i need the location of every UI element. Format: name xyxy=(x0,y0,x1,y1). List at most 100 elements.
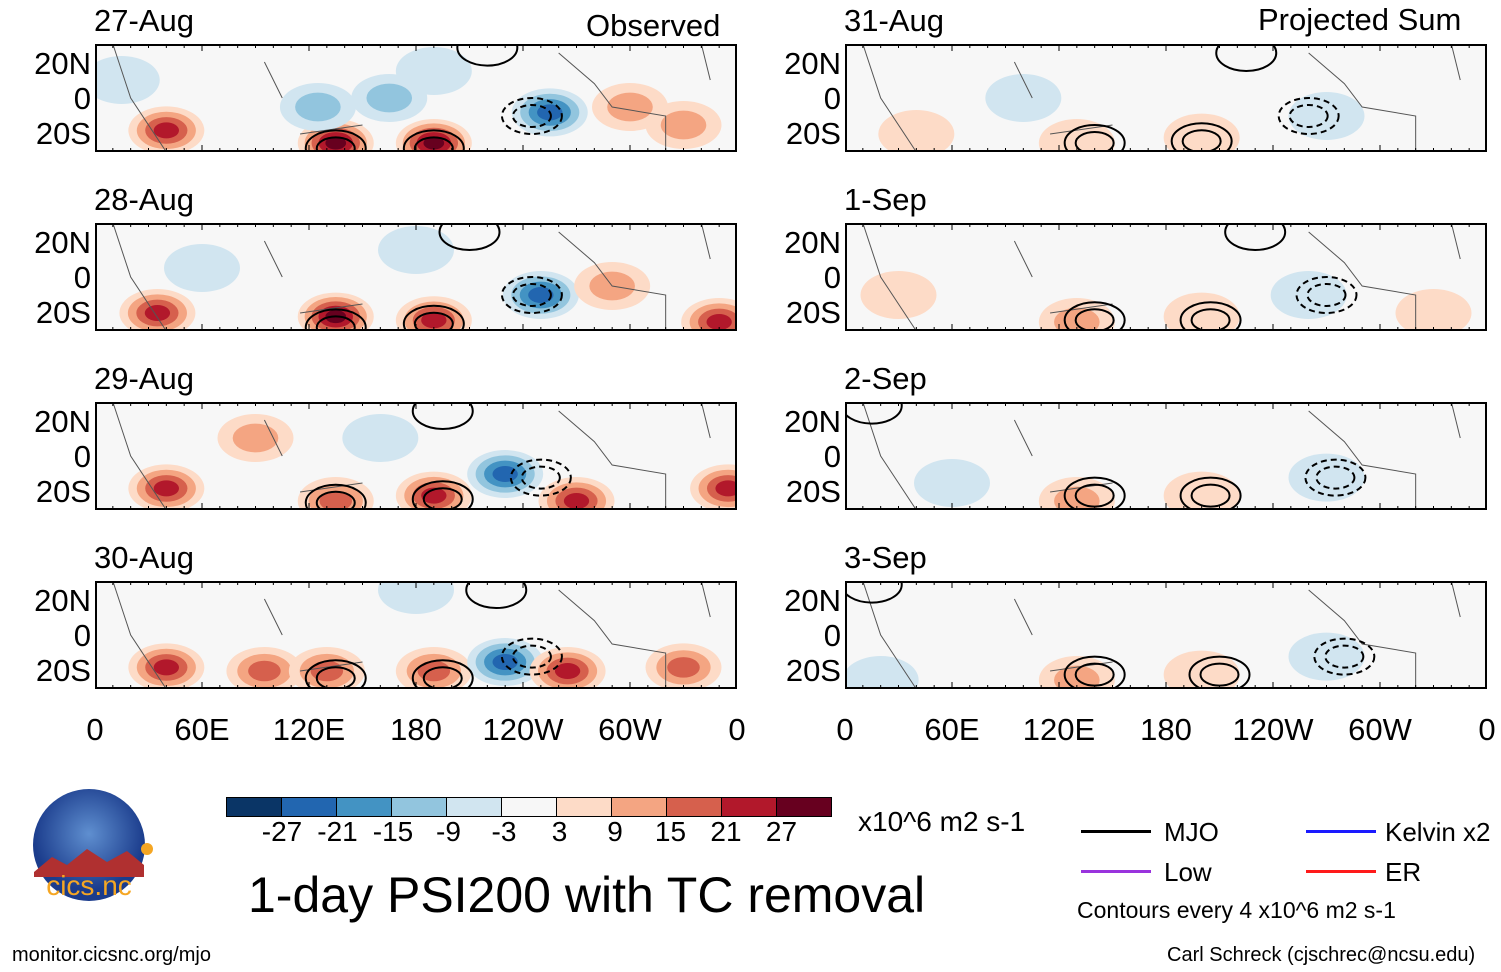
footer-url[interactable]: monitor.cicsnc.org/mjo xyxy=(12,944,211,966)
anomaly-blob xyxy=(878,110,955,152)
lon-label: 0 xyxy=(86,712,104,747)
anomaly-blob xyxy=(395,47,472,95)
lat-label: 0 xyxy=(823,260,841,295)
anomaly-blob xyxy=(607,92,653,122)
anomaly-blob xyxy=(1270,271,1347,319)
anomaly-blob xyxy=(1288,453,1365,502)
anomaly-blob xyxy=(366,83,413,113)
mjo-contour xyxy=(413,136,454,152)
lat-label: 20S xyxy=(35,116,91,151)
mjo-contour xyxy=(511,644,552,669)
mjo-contour xyxy=(1304,458,1367,497)
anomaly-blob xyxy=(715,480,737,497)
colorbar-tick-label: -15 xyxy=(372,816,414,847)
mjo-contour xyxy=(520,465,561,490)
mjo-contour xyxy=(500,637,563,676)
anomaly-blob xyxy=(417,660,451,682)
map-panel-30-Aug xyxy=(95,581,737,689)
mjo-contour xyxy=(1306,283,1347,307)
colorbar xyxy=(226,797,832,817)
anomaly-blob xyxy=(164,244,240,292)
mjo-contour xyxy=(500,97,563,135)
map-panel-1-Sep xyxy=(845,223,1487,331)
mjo-contour xyxy=(304,659,367,689)
lat-label: 20N xyxy=(34,404,91,439)
panel-date: 27-Aug xyxy=(94,3,194,38)
mjo-contour xyxy=(438,223,501,251)
anomaly-blob xyxy=(153,480,179,497)
lat-label: 20S xyxy=(785,116,841,151)
colorbar-swatch xyxy=(392,798,447,816)
colorbar-swatch xyxy=(337,798,392,816)
mjo-contour xyxy=(315,315,356,331)
lon-label: 120W xyxy=(1232,712,1314,747)
anomaly-blob xyxy=(1395,289,1472,331)
mjo-contour xyxy=(1224,223,1287,251)
panel-date: 1-Sep xyxy=(844,182,927,217)
lat-label: 20N xyxy=(34,583,91,618)
map-panel-27-Aug xyxy=(95,44,737,152)
mjo-contour xyxy=(845,402,903,425)
colorbar-swatch xyxy=(777,798,831,816)
mjo-contour xyxy=(315,136,356,152)
colorbar-tick-label: 15 xyxy=(654,816,687,847)
map-panel-28-Aug xyxy=(95,223,737,331)
mjo-contour xyxy=(1313,637,1376,676)
mjo-contour xyxy=(1188,655,1251,689)
anomaly-blob xyxy=(421,312,447,329)
coastline xyxy=(862,223,1461,331)
mjo-contour xyxy=(1288,104,1329,128)
anomaly-blob xyxy=(706,314,732,330)
anomaly-blob xyxy=(153,659,179,676)
mjo-contour xyxy=(1170,122,1233,152)
mjo-contour xyxy=(1074,308,1115,331)
anomaly-blob xyxy=(423,136,445,150)
lat-label: 20N xyxy=(784,225,841,260)
mjo-contour xyxy=(411,659,474,689)
coastline xyxy=(112,402,711,510)
anomaly-blob xyxy=(985,74,1062,122)
anomaly-blob xyxy=(248,660,281,682)
coastline xyxy=(862,44,1461,152)
lat-label: 20S xyxy=(35,295,91,330)
mjo-contour xyxy=(1315,465,1356,490)
anomaly-blob xyxy=(660,110,707,140)
lat-label: 20S xyxy=(35,474,91,509)
anomaly-blob xyxy=(295,92,341,122)
lat-label: 20N xyxy=(784,404,841,439)
mjo-contour xyxy=(1190,483,1231,508)
anomaly-blob xyxy=(378,226,454,274)
colorbar-tick-label: 21 xyxy=(710,816,742,847)
colorbar-tick-label: -9 xyxy=(436,816,461,847)
mjo-contour xyxy=(411,480,474,510)
mjo-contour xyxy=(1215,44,1278,72)
colorbar-swatch xyxy=(227,798,282,816)
lon-label: 180 xyxy=(390,712,442,747)
colorbar-swatch xyxy=(282,798,337,816)
lat-label: 20N xyxy=(784,583,841,618)
lat-label: 20N xyxy=(34,225,91,260)
panel-date: 2-Sep xyxy=(844,361,927,396)
panel-date: 30-Aug xyxy=(94,540,194,575)
lat-label: 0 xyxy=(73,260,91,295)
mjo-contour xyxy=(1181,129,1222,152)
mjo-contour xyxy=(1179,301,1242,331)
anomaly-blob xyxy=(378,581,454,614)
anomaly-blob xyxy=(563,493,590,509)
mjo-contour xyxy=(1063,655,1126,689)
map-panel-29-Aug xyxy=(95,402,737,510)
mjo-contour xyxy=(456,44,519,67)
panel-date: 29-Aug xyxy=(94,361,194,396)
mjo-contour xyxy=(413,311,454,331)
mjo-contour xyxy=(1295,276,1358,314)
mjo-contour xyxy=(500,276,563,314)
lon-label: 0 xyxy=(836,712,854,747)
mjo-contour xyxy=(1324,644,1365,669)
map-panel-31-Aug xyxy=(845,44,1487,152)
lat-label: 0 xyxy=(73,618,91,653)
lat-label: 20S xyxy=(35,653,91,688)
mjo-contour xyxy=(304,308,367,331)
mjo-contour xyxy=(509,458,572,497)
anomaly-blob xyxy=(1288,92,1365,140)
colorbar-tick-label: 3 xyxy=(551,816,568,847)
